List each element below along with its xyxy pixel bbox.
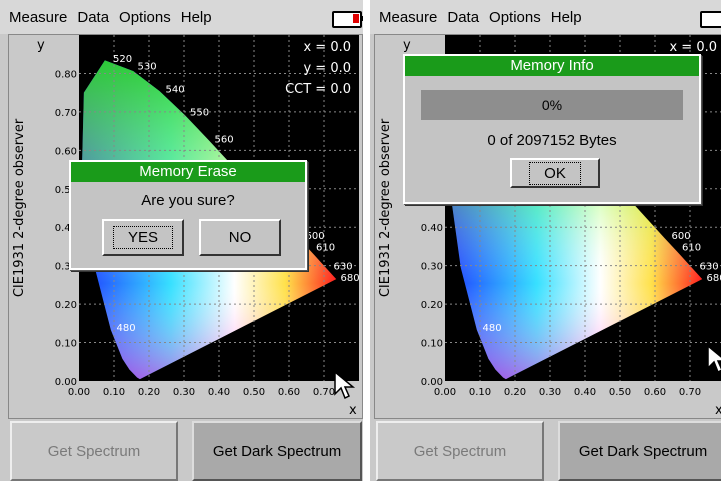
get-dark-spectrum-button[interactable]: Get Dark Spectrum bbox=[192, 421, 362, 481]
mouse-cursor-icon bbox=[707, 344, 721, 374]
memory-erase-dialog: Memory Erase Are you sure? YES NO bbox=[69, 160, 307, 270]
wavelength-label: 630 bbox=[334, 262, 353, 273]
menu-options[interactable]: Options bbox=[489, 8, 541, 26]
y-axis-label: CIE1931 2-degree observer bbox=[378, 118, 393, 297]
wavelength-label: 610 bbox=[316, 242, 335, 253]
x-tick-label: 0.30 bbox=[173, 387, 195, 398]
y-tick-label: 0.30 bbox=[55, 262, 77, 273]
menu-bar: Measure Data Options Help bbox=[370, 0, 721, 34]
progress-bar: 0% bbox=[421, 90, 683, 120]
menu-help[interactable]: Help bbox=[550, 8, 582, 26]
menu-bar: Measure Data Options Help bbox=[0, 0, 363, 34]
x-tick-label: 0.10 bbox=[469, 387, 491, 398]
y-tick-label: 0.20 bbox=[421, 300, 443, 311]
menu-help[interactable]: Help bbox=[180, 8, 212, 26]
wavelength-label: 520 bbox=[113, 54, 132, 65]
x-axis-letter: x bbox=[715, 403, 721, 418]
y-tick-label: 0.00 bbox=[421, 377, 443, 388]
menu-data[interactable]: Data bbox=[447, 8, 480, 26]
battery-icon bbox=[700, 11, 721, 28]
dialog-title: Memory Erase bbox=[71, 162, 305, 182]
wavelength-label: 530 bbox=[138, 62, 157, 73]
y-tick-label: 0.10 bbox=[55, 339, 77, 350]
x-axis-letter: x bbox=[349, 403, 357, 418]
x-tick-label: 0.40 bbox=[208, 387, 230, 398]
wavelength-label: 680 bbox=[341, 273, 360, 284]
x-tick-label: 0.50 bbox=[243, 387, 265, 398]
y-tick-label: 0.00 bbox=[55, 377, 77, 388]
x-tick-label: 0.50 bbox=[609, 387, 631, 398]
wavelength-label: 550 bbox=[190, 108, 209, 119]
ok-label: OK bbox=[529, 161, 581, 185]
readout-y: y = 0.0 bbox=[303, 61, 351, 76]
y-tick-label: 0.20 bbox=[55, 300, 77, 311]
wavelength-label: 480 bbox=[117, 323, 136, 334]
x-tick-label: 0.70 bbox=[313, 387, 335, 398]
x-tick-label: 0.00 bbox=[68, 387, 90, 398]
battery-icon bbox=[332, 11, 363, 28]
y-axis-label: CIE1931 2-degree observer bbox=[12, 118, 27, 297]
y-tick-label: 0.50 bbox=[55, 185, 77, 196]
wavelength-label: 480 bbox=[483, 323, 502, 334]
readout-x: x = 0.0 bbox=[303, 40, 351, 55]
x-tick-label: 0.30 bbox=[539, 387, 561, 398]
readout-cct: CCT = 0.0 bbox=[285, 82, 351, 97]
wavelength-label: 610 bbox=[682, 242, 701, 253]
get-dark-spectrum-button[interactable]: Get Dark Spectrum bbox=[558, 421, 721, 481]
panel-divider bbox=[363, 0, 370, 481]
y-tick-label: 0.80 bbox=[55, 69, 77, 80]
dialog-title: Memory Info bbox=[405, 56, 699, 76]
x-tick-label: 0.20 bbox=[504, 387, 526, 398]
get-spectrum-button[interactable]: Get Spectrum bbox=[10, 421, 178, 481]
menu-options[interactable]: Options bbox=[119, 8, 171, 26]
left-panel: Measure Data Options Help 0.00 0.10 0.20 0.… bbox=[0, 0, 363, 481]
wavelength-label: 560 bbox=[215, 135, 234, 146]
y-tick-label: 0.70 bbox=[55, 108, 77, 119]
yes-label: YES bbox=[112, 226, 173, 249]
wavelength-label: 600 bbox=[306, 231, 325, 242]
x-tick-label: 0.70 bbox=[679, 387, 701, 398]
menu-data[interactable]: Data bbox=[77, 8, 110, 26]
wavelength-label: 540 bbox=[166, 85, 185, 96]
ok-button[interactable]: OK bbox=[510, 158, 600, 188]
get-spectrum-button[interactable]: Get Spectrum bbox=[376, 421, 544, 481]
x-tick-label: 0.00 bbox=[434, 387, 456, 398]
x-tick-label: 0.20 bbox=[138, 387, 160, 398]
y-tick-label: 0.60 bbox=[55, 146, 77, 157]
no-button[interactable]: NO bbox=[199, 219, 281, 256]
yes-button[interactable]: YES bbox=[102, 219, 184, 256]
wavelength-label: 600 bbox=[672, 231, 691, 242]
menu-measure[interactable]: Measure bbox=[379, 8, 438, 26]
memory-info-dialog: Memory Info 0% 0 of 2097152 Bytes OK bbox=[403, 54, 701, 204]
x-tick-label: 0.60 bbox=[278, 387, 300, 398]
y-axis-letter: y bbox=[37, 38, 45, 53]
readout-x: x = 0.0 bbox=[669, 40, 717, 55]
bytes-text: 0 of 2097152 Bytes bbox=[487, 132, 617, 149]
menu-measure[interactable]: Measure bbox=[9, 8, 68, 26]
progress-text: 0% bbox=[541, 97, 563, 113]
mouse-cursor-icon bbox=[334, 370, 356, 400]
right-panel: Measure Data Options Help 0.00 0.10 0.20 0.… bbox=[370, 0, 721, 481]
x-tick-label: 0.60 bbox=[644, 387, 666, 398]
y-tick-label: 0.40 bbox=[55, 223, 77, 234]
wavelength-label: 680 bbox=[707, 273, 721, 284]
y-tick-label: 0.40 bbox=[421, 223, 443, 234]
x-tick-label: 0.40 bbox=[574, 387, 596, 398]
y-axis-letter: y bbox=[403, 38, 411, 53]
x-tick-label: 0.10 bbox=[103, 387, 125, 398]
dialog-message: Are you sure? bbox=[141, 192, 235, 209]
y-tick-label: 0.30 bbox=[421, 262, 443, 273]
wavelength-label: 630 bbox=[700, 262, 719, 273]
y-tick-label: 0.10 bbox=[421, 339, 443, 350]
